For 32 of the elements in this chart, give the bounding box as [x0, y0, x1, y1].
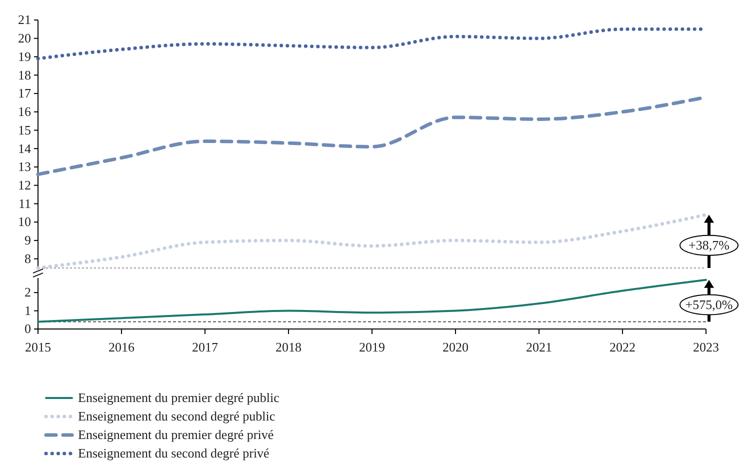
x-tick-label: 2022: [610, 339, 636, 354]
legend-label: Enseignement du second degré privé: [78, 446, 270, 460]
legend-label: Enseignement du second degré public: [78, 408, 276, 424]
y-tick-label: 17: [18, 86, 32, 101]
y-tick-label: 18: [18, 67, 31, 82]
legend-label: Enseignement du premier degré public: [78, 390, 280, 405]
y-tick-label: 15: [18, 122, 31, 138]
x-tick-label: 2018: [276, 339, 302, 354]
legend-label: Enseignement du premier degré privé: [78, 427, 274, 442]
x-tick-label: 2021: [526, 339, 552, 354]
y-tick-label: 11: [18, 196, 31, 211]
y-tick-label: 16: [18, 104, 32, 120]
y-tick-label: 19: [18, 48, 31, 64]
x-tick-label: 2019: [359, 339, 385, 354]
y-tick-label: 0: [24, 321, 31, 336]
y-tick-label: 1: [24, 302, 31, 318]
y-tick-label: 2: [24, 284, 31, 300]
x-tick-label: 2020: [442, 339, 468, 354]
annotation: +575,0%: [685, 296, 733, 312]
x-tick-label: 2017: [192, 339, 218, 354]
x-tick-label: 2023: [693, 339, 719, 354]
x-tick-label: 2016: [108, 339, 135, 354]
y-tick-label: 20: [18, 30, 31, 46]
y-tick-label: 12: [18, 177, 31, 192]
y-tick-label: 9: [24, 232, 31, 248]
y-tick-label: 13: [18, 159, 31, 174]
y-tick-label: 8: [24, 250, 31, 266]
y-tick-label: 10: [18, 214, 31, 230]
x-tick-label: 2015: [25, 339, 51, 354]
annotation: +38,7%: [688, 237, 730, 252]
y-tick-label: 14: [18, 140, 32, 156]
y-tick-label: 21: [18, 12, 31, 28]
